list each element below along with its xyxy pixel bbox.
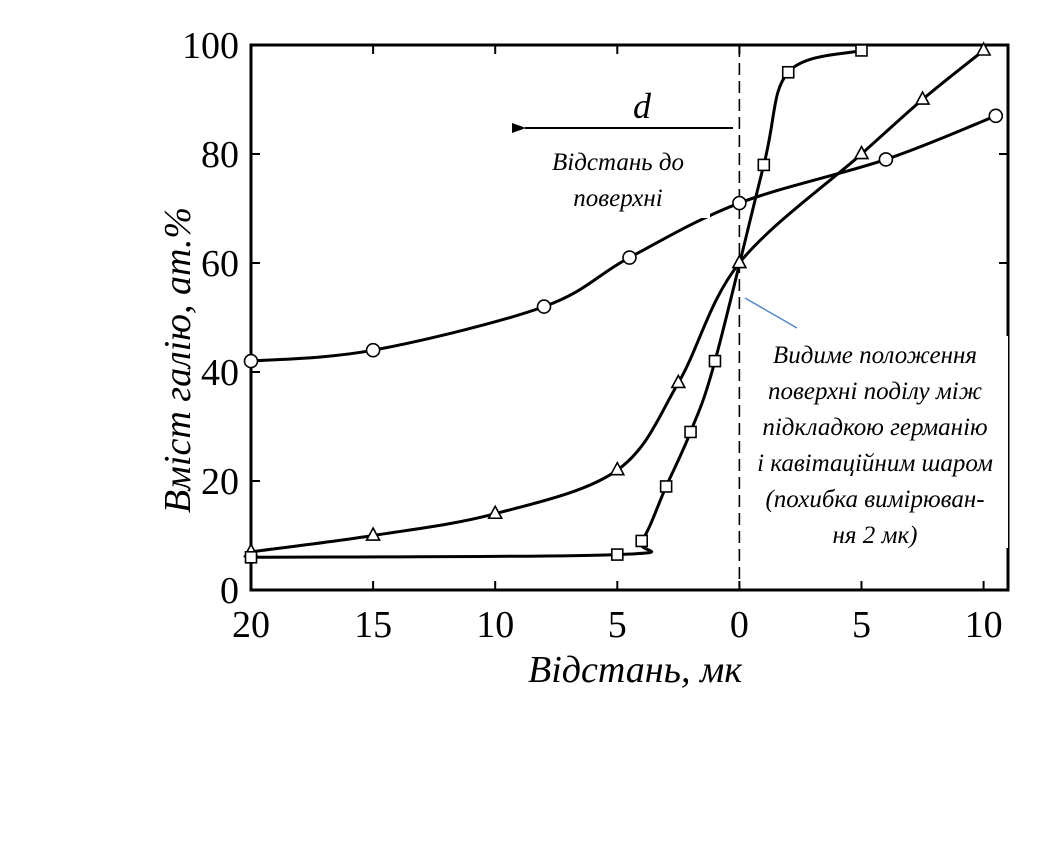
data-point-triangle <box>853 144 870 160</box>
y-tick-label: 60 <box>201 243 239 285</box>
data-point-circle <box>243 353 259 369</box>
plot-frame <box>249 43 1010 592</box>
data-point-triangle <box>487 504 504 520</box>
data-point-triangle <box>365 526 381 541</box>
data-point-square <box>708 354 722 368</box>
interface-note: Видиме положення поверхні поділу між підкл… <box>742 336 1008 549</box>
data-point-circle <box>536 299 552 314</box>
arrow-label-bg <box>520 140 710 218</box>
data-point-circle <box>365 342 381 358</box>
interface-note-bg <box>742 336 1008 548</box>
d-symbol: d <box>633 86 652 126</box>
interface-note-line: ня 2 мк) <box>833 522 918 549</box>
y-tick-label: 20 <box>201 461 239 503</box>
x-tick-label: 0 <box>730 604 749 646</box>
x-tick-label: 5 <box>608 604 627 646</box>
interface-note-line: і кавітаційним шаром <box>757 450 993 477</box>
data-point-square <box>610 548 624 561</box>
interface-note-leader <box>744 297 798 329</box>
y-tick-label: 40 <box>201 352 239 394</box>
data-point-triangle <box>731 253 748 269</box>
data-point-square <box>757 158 771 172</box>
x-tick-label: 15 <box>354 604 392 646</box>
y-tick-label: 80 <box>201 134 239 176</box>
interface-note-line: поверхні поділу між <box>768 378 982 405</box>
data-point-circle <box>878 152 894 167</box>
x-tick-label: 10 <box>965 604 1003 646</box>
data-point-circle <box>732 195 747 211</box>
data-point-circle <box>622 250 637 265</box>
interface-note-line: підкладкою германію <box>762 414 987 441</box>
data-point-triangle <box>670 373 687 389</box>
y-tick-label: 0 <box>220 570 239 612</box>
x-tick-label: 20 <box>232 604 270 646</box>
y-tick-label: 100 <box>182 25 239 67</box>
data-point-square <box>684 425 697 439</box>
data-point-square <box>244 550 258 564</box>
data-point-square <box>781 65 795 79</box>
arrow-label-line1: Відстань до <box>552 149 684 176</box>
axes-group <box>249 43 1010 592</box>
interface-note-line: Видиме положення <box>773 342 977 369</box>
interface-note-line: (похибка вимірюван- <box>765 486 984 513</box>
data-point-circle <box>988 108 1004 124</box>
data-point-triangle <box>975 41 992 56</box>
y-axis-title: Вміст галію, ат.% <box>157 207 199 513</box>
data-point-square <box>659 480 673 493</box>
data-point-square <box>855 44 868 57</box>
x-tick-label: 5 <box>852 604 871 646</box>
markers-group <box>243 41 1004 564</box>
data-point-square <box>635 534 649 548</box>
data-point-triangle <box>609 460 626 476</box>
x-tick-label: 10 <box>476 604 514 646</box>
data-point-triangle <box>914 90 931 105</box>
x-axis-title: Відстань, мк <box>528 649 743 691</box>
arrow-label-line2: поверхні <box>573 185 662 212</box>
